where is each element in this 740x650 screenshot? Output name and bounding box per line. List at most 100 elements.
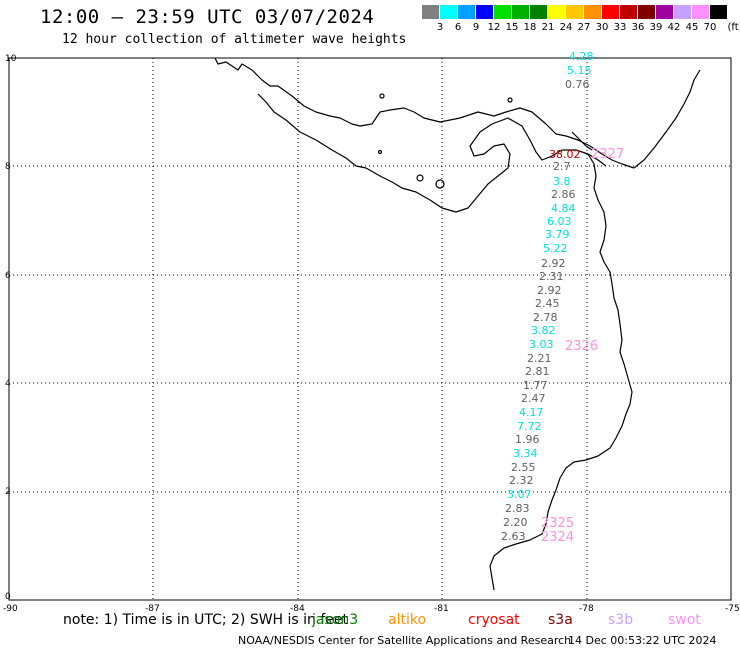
legend-swatch (512, 5, 529, 19)
wave-height-label: 1.96 (515, 433, 540, 446)
wave-height-label: 2.83 (505, 502, 530, 515)
wave-height-label: 2.20 (503, 516, 528, 529)
wave-height-label: 5.15 (567, 64, 592, 77)
lat-tick-label: 6 (5, 271, 11, 281)
wave-height-label: 2.32 (509, 474, 534, 487)
lon-tick-label: -75 (725, 604, 740, 614)
coastline-caribbean (633, 69, 701, 169)
wave-height-label: 2.31 (539, 270, 564, 283)
wave-height-label: 1.77 (523, 379, 548, 392)
coastline (214, 57, 701, 591)
lon-tick-label: -81 (434, 604, 449, 614)
legend-bin-label: 42 (667, 22, 681, 33)
lon-tick-label: -78 (579, 604, 594, 614)
legend-swatch (602, 5, 619, 19)
wave-height-label: 4.28 (569, 50, 594, 63)
wave-height-label: 7.72 (517, 420, 542, 433)
lon-tick-label: -84 (290, 604, 305, 614)
island (416, 174, 424, 182)
legend-bin-label: 24 (559, 22, 573, 33)
wave-height-label: 2.7 (553, 160, 571, 173)
legend-swatch (638, 5, 655, 19)
generated-timestamp: 14 Dec 00:53:22 UTC 2024 (568, 634, 717, 647)
coastline-darien (571, 131, 593, 151)
wave-height-label: 2.81 (525, 365, 550, 378)
legend-swatch (584, 5, 601, 19)
satellite-name: cryosat (468, 612, 520, 628)
graticule (9, 58, 731, 600)
coastline-panama-south (257, 93, 607, 213)
wave-height-label: 3.03 (529, 338, 554, 351)
wave-height-label: 2.86 (551, 188, 576, 201)
legend-bin-label: 45 (685, 22, 699, 33)
satellite-name: swot (668, 612, 701, 628)
legend-bin-label: 30 (595, 22, 609, 33)
footer-note: note: 1) Time is in UTC; 2) SWH is in fe… (63, 612, 349, 628)
legend-swatch (440, 5, 457, 19)
credit-line: NOAA/NESDIS Center for Satellite Applica… (238, 634, 572, 647)
wave-height-labels: 4.285.150.76 38.022.7 3.82.864.846.033.795… (501, 50, 594, 543)
lat-tick-label: 10 (5, 54, 17, 64)
wave-height-label: 4.84 (551, 202, 576, 215)
wave-height-label: 3.34 (513, 447, 538, 460)
wave-height-label: 4.17 (519, 406, 544, 419)
legend-bin-label: 6 (454, 22, 462, 33)
legend-bin-label: 21 (541, 22, 555, 33)
satellite-name: altiko (388, 612, 427, 628)
legend-swatch (476, 5, 493, 19)
legend-bin-label: 18 (523, 22, 537, 33)
satellite-name: jason3 (312, 612, 359, 628)
page-subtitle: 12 hour collection of altimeter wave hei… (62, 32, 407, 47)
legend-bin-label: 39 (649, 22, 663, 33)
legend-swatch (422, 5, 439, 19)
legend-bin-label: 3 (436, 22, 444, 33)
legend-bin-label: 33 (613, 22, 627, 33)
legend-bin-label: 70 (703, 22, 717, 33)
island (507, 97, 513, 103)
legend-bin-label: 27 (577, 22, 591, 33)
wave-height-label: 5.22 (543, 242, 568, 255)
legend-swatch (494, 5, 511, 19)
wave-height-label: 3.82 (531, 324, 556, 337)
wave-height-label: 2.78 (533, 311, 558, 324)
legend-swatch (674, 5, 691, 19)
wave-height-label: 2.63 (501, 530, 526, 543)
legend-swatch (566, 5, 583, 19)
legend-bin-label: 12 (487, 22, 501, 33)
wave-height-label: 3.8 (553, 175, 571, 188)
lat-tick-label: 0 (5, 592, 11, 602)
wave-height-label: 38.02 (549, 148, 581, 161)
lat-tick-label: 4 (5, 379, 11, 389)
pass-time-label: 2324 (541, 530, 574, 545)
legend-swatch (692, 5, 709, 19)
legend-swatch (656, 5, 673, 19)
wave-height-label: 2.92 (541, 257, 566, 270)
wave-height-label: 2.47 (521, 392, 546, 405)
lon-tick-label: -90 (3, 604, 18, 614)
legend-swatch (530, 5, 547, 19)
wave-height-label: 2.92 (537, 284, 562, 297)
island (377, 149, 383, 155)
satellite-name: s3a (548, 612, 573, 628)
pass-time-label: 2327 (591, 147, 624, 162)
island (379, 93, 385, 99)
wave-height-label: 0.76 (565, 78, 590, 91)
island (435, 179, 445, 189)
lat-tick-label: 8 (5, 162, 11, 172)
coastline-colombia-pacific (489, 153, 633, 591)
legend-swatch (458, 5, 475, 19)
coastline-panama-north (214, 57, 635, 169)
lat-tick-label: 2 (5, 487, 11, 497)
wave-height-label: 2.21 (527, 352, 552, 365)
legend-bin-label: 36 (631, 22, 645, 33)
wave-height-label: 2.55 (511, 461, 536, 474)
legend-bin-label: 9 (472, 22, 480, 33)
pass-time-label: 2326 (565, 339, 598, 354)
legend-unit: (ft) (727, 22, 740, 33)
legend-swatch (620, 5, 637, 19)
legend-bin-label: 15 (505, 22, 519, 33)
wave-height-label: 3.07 (507, 488, 532, 501)
map-frame (8, 57, 732, 601)
